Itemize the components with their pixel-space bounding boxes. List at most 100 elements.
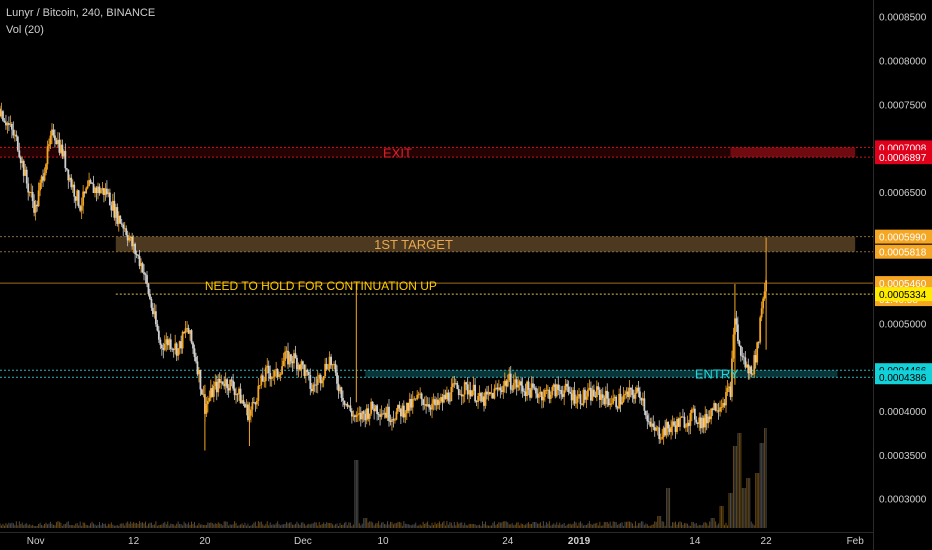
volume-bar [18,521,20,528]
candle [346,403,349,407]
candle [708,416,711,420]
candle [94,187,96,194]
candle [563,390,566,397]
volume-bar [508,524,510,528]
volume-bar [744,488,746,528]
volume-bar [759,443,761,528]
volume-bar [755,473,757,528]
entry-label: ENTRY [695,367,739,382]
candle [386,406,389,418]
candle [440,397,442,401]
candle [189,330,191,334]
candle [309,375,312,389]
candle [762,298,765,309]
volume-bar [465,524,467,528]
volume-bar [412,524,414,528]
volume-bar [54,525,56,528]
candle [52,129,55,136]
candle [245,404,248,408]
volume-bar [401,525,403,528]
candle [555,384,558,397]
candle [138,255,141,267]
candle [624,394,626,396]
candle [264,367,267,382]
volume-bar [150,522,152,528]
candle [716,410,719,412]
volume-bar [257,521,259,528]
volume-bar [346,525,348,528]
volume-bar [189,524,191,528]
volume-bar [115,525,117,528]
volume-bar [611,525,613,528]
volume-bar [85,524,87,528]
candle [95,187,98,194]
candle [650,423,653,427]
candle [728,386,730,388]
volume-bar [125,522,127,528]
volume-bar [109,524,111,528]
candle [101,188,104,191]
candle [135,253,138,255]
candle [690,409,693,414]
candle [509,373,512,390]
volume-bar [26,523,28,528]
volume-bar [17,525,19,528]
price-tag-label: 0.0005460 [879,279,927,290]
candle [299,364,301,370]
volume-bar [746,478,748,528]
candle [333,363,335,365]
candle [319,375,322,384]
volume-bar [52,524,54,528]
candle [431,403,433,410]
candle [489,392,491,394]
volume-indicator-label[interactable]: Vol (20) [6,24,44,36]
candle [352,415,355,417]
volume-bar [728,493,730,528]
volume-bar [101,522,103,528]
volume-bar [244,522,246,528]
candle [704,414,707,428]
candle [46,146,49,165]
volume-bar [381,522,383,528]
volume-bar [419,524,421,528]
candle [68,177,71,181]
candle [426,404,429,407]
volume-bar [612,521,614,528]
candle [206,400,209,405]
volume-bar [679,521,681,528]
candle [270,377,273,380]
price-tag [875,370,932,385]
volume-bar [615,522,617,528]
y-tick-label: 0.0008500 [879,13,927,24]
candle [613,396,616,399]
candle [110,205,113,211]
volume-bar [661,521,663,528]
candle [296,357,298,370]
volume-bar [496,523,498,528]
volume-bar [682,524,684,528]
volume-bar [479,524,481,528]
candle [396,404,399,412]
candle [348,405,350,407]
volume-bar [76,523,78,528]
candle [529,389,531,398]
candle [3,120,6,123]
candle [220,381,223,383]
candle [247,404,249,420]
volume-bar [161,524,163,528]
candle [711,408,714,411]
volume-bar [654,521,656,528]
volume-bar [75,523,77,528]
volume-bar [516,522,518,528]
candle [392,419,395,421]
volume-bar [286,521,288,528]
volume-bar [455,525,457,528]
candle [573,390,576,404]
candle [301,361,304,365]
volume-bar [177,521,179,528]
volume-bar [345,521,347,528]
volume-bar [357,460,359,528]
volume-bar [342,524,344,528]
candle [25,169,28,184]
